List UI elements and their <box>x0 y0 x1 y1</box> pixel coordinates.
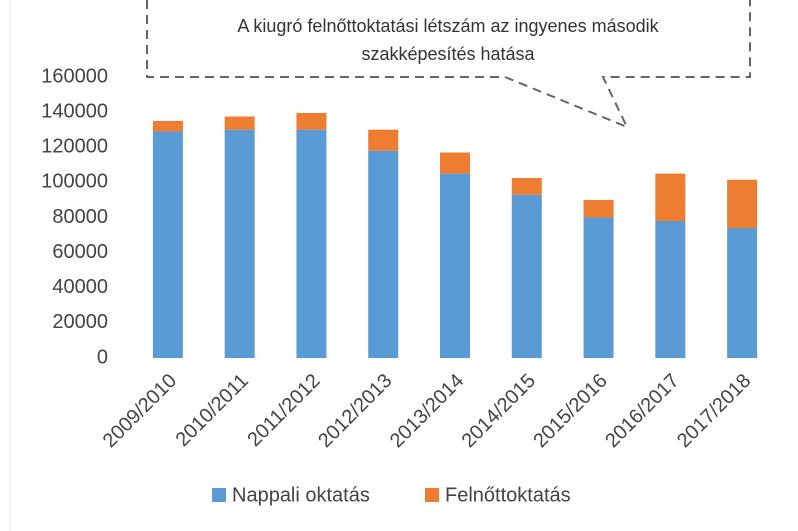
bar-segment <box>511 177 542 195</box>
bar-segment <box>655 173 686 222</box>
bar-segment <box>440 152 470 174</box>
x-tick-label: 2015/2016 <box>529 370 611 452</box>
callout-box <box>146 0 751 129</box>
x-tick-label: 2010/2011 <box>172 370 253 451</box>
x-tick-label: 2017/2018 <box>673 370 755 452</box>
bar-segment <box>224 116 255 130</box>
bar-segment <box>296 129 327 358</box>
bar-segment <box>224 129 255 358</box>
bar-segment <box>152 120 183 132</box>
x-tick-label: 2012/2013 <box>314 370 396 452</box>
bar-segment <box>727 228 758 358</box>
y-tick-label: 80000 <box>52 206 108 228</box>
y-tick-label: 0 <box>97 346 108 368</box>
x-tick-label: 2016/2017 <box>601 370 683 452</box>
y-tick-label: 160000 <box>41 65 108 87</box>
y-tick-label: 120000 <box>41 136 108 158</box>
x-tick-label: 2014/2015 <box>458 370 540 452</box>
legend-label: Nappali oktatás <box>232 484 370 506</box>
y-tick-label: 40000 <box>52 276 108 298</box>
bar-segment <box>368 129 399 151</box>
y-tick-label: 140000 <box>41 100 108 122</box>
legend-swatch <box>425 488 439 502</box>
bar-segment <box>152 131 183 358</box>
annotation: szakképesítés hatása <box>361 44 535 64</box>
legend-swatch <box>212 488 226 502</box>
annotation: A kiugró felnőttoktatási létszám az ingy… <box>237 16 659 36</box>
y-tick-label: 60000 <box>52 241 108 263</box>
bar-segment <box>296 113 327 130</box>
bar-segment <box>583 199 614 218</box>
y-tick-label: 100000 <box>41 171 108 193</box>
y-tick-label: 20000 <box>52 311 108 333</box>
bar-segment <box>368 150 399 358</box>
x-tick-label: 2009/2010 <box>99 370 181 452</box>
bar-segment <box>440 173 470 358</box>
bar-segment <box>511 194 542 358</box>
bar-segment <box>583 217 614 358</box>
bar-segment <box>655 221 686 358</box>
x-tick-label: 2013/2014 <box>386 370 468 452</box>
legend-label: Felnőttoktatás <box>445 484 571 506</box>
x-tick-label: 2011/2012 <box>243 370 324 451</box>
bar-segment <box>727 179 758 229</box>
